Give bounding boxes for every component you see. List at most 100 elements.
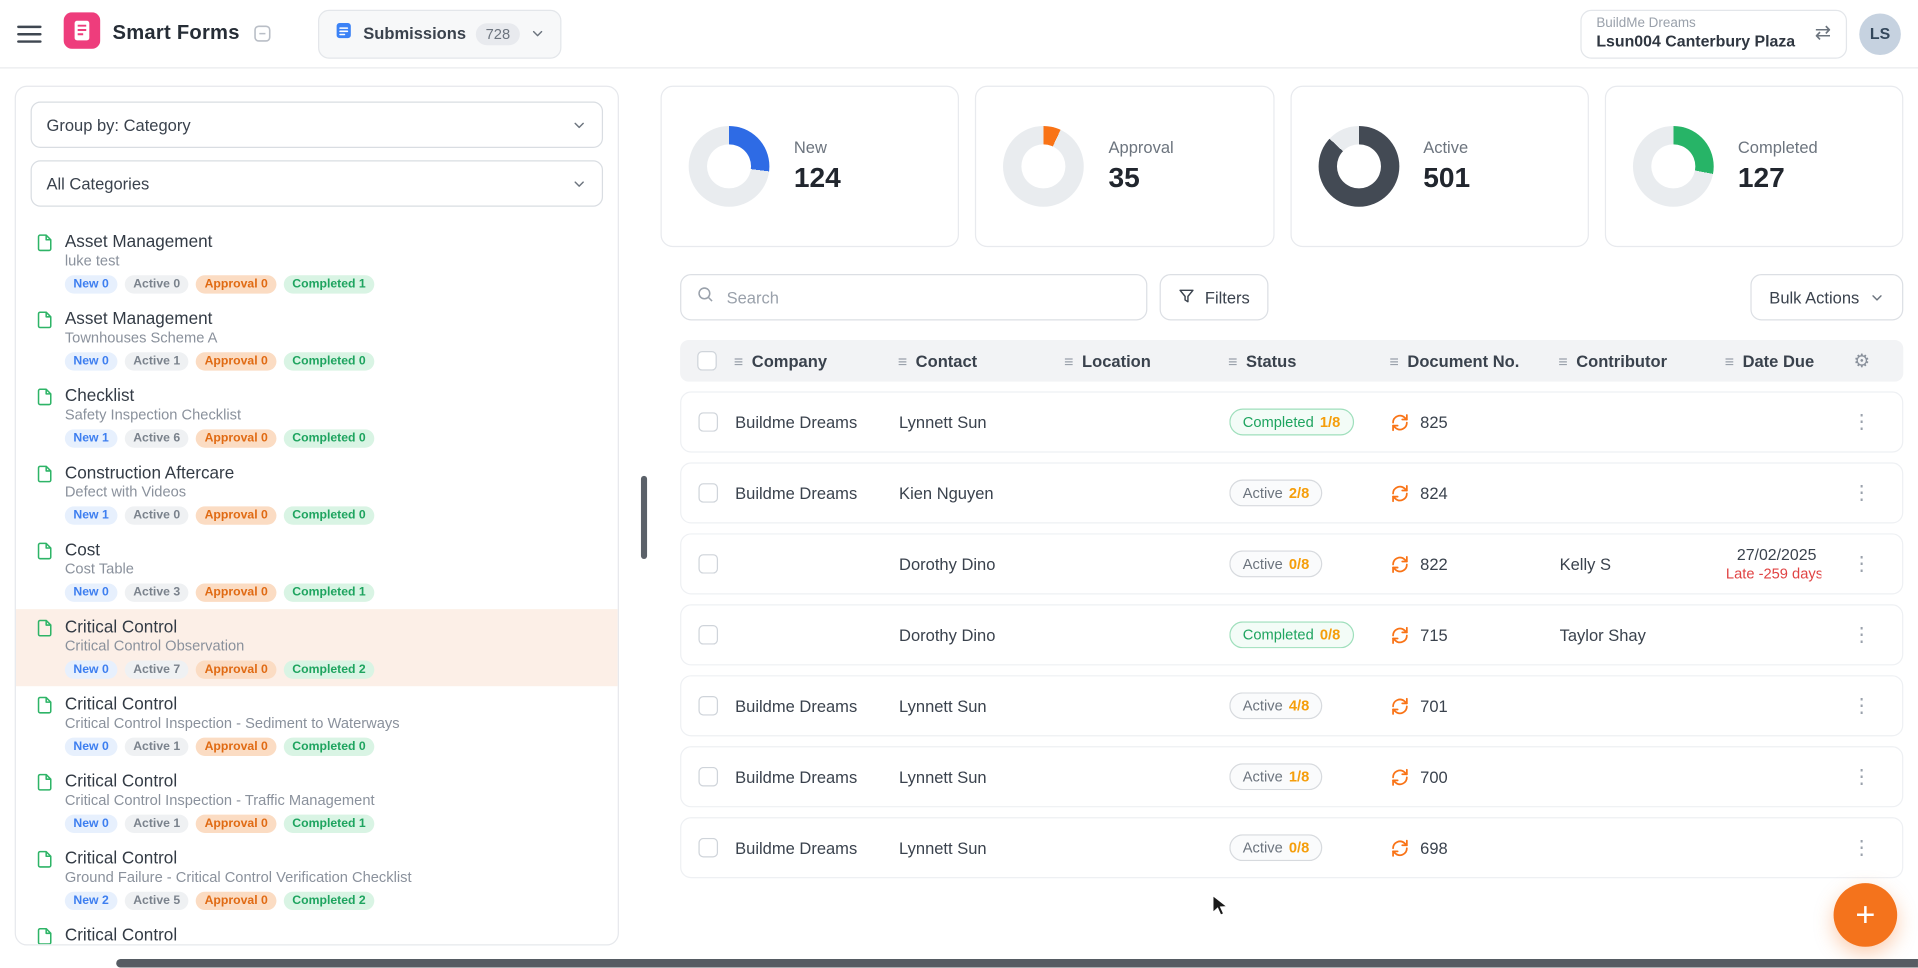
category-filter-select[interactable]: All Categories: [30, 160, 604, 207]
kebab-menu-icon[interactable]: ⋮: [1851, 696, 1872, 717]
column-header-status[interactable]: ≡ Status: [1228, 351, 1297, 371]
topbar-right: BuildMe Dreams Lsun004 Canterbury Plaza …: [1580, 9, 1901, 59]
table-row[interactable]: Buildme Dreams Lynnett Sun Active 1/8 700…: [680, 746, 1904, 808]
table-row[interactable]: Dorothy Dino Active 0/8 822 Kelly S 27/02…: [680, 533, 1904, 595]
active-count-badge: Active 1: [124, 352, 189, 371]
active-count-badge: Active 1: [124, 737, 189, 756]
row-checkbox[interactable]: [698, 625, 719, 645]
stat-label: Completed: [1737, 138, 1818, 157]
sidebar-category-item[interactable]: Cost Cost Table New 0 Active 3 Approval …: [16, 532, 618, 609]
submissions-table: ≡ Company ≡ Contact ≡ Location ≡ Status ≡ Doc…: [680, 340, 1904, 879]
contact-cell: Lynnett Sun: [899, 838, 987, 857]
new-count-badge: New 0: [64, 814, 118, 833]
search-box: [680, 273, 1148, 321]
sidebar-category-item[interactable]: Construction Aftercare Defect with Video…: [16, 455, 618, 532]
sidebar-category-item[interactable]: Critical Control Critical Control Inspec…: [16, 917, 618, 945]
kebab-menu-icon[interactable]: ⋮: [1851, 766, 1872, 788]
gear-icon[interactable]: ⚙: [1853, 351, 1870, 372]
column-header-location[interactable]: ≡ Location: [1064, 351, 1151, 371]
category-subtitle: Defect with Videos: [64, 483, 187, 501]
kebab-menu-icon[interactable]: ⋮: [1851, 412, 1872, 434]
sidebar-category-item[interactable]: Checklist Safety Inspection Checklist Ne…: [16, 378, 618, 455]
sync-icon[interactable]: [1391, 484, 1409, 502]
switch-project-icon[interactable]: ⇄: [1814, 22, 1832, 44]
table-row[interactable]: Buildme Dreams Lynnett Sun Active 4/8 701…: [680, 675, 1904, 737]
sidebar-category-item-selected[interactable]: Critical Control Critical Control Observ…: [15, 609, 618, 687]
sync-icon[interactable]: [1391, 697, 1409, 715]
info-badge-icon[interactable]: [253, 24, 271, 42]
sync-icon[interactable]: [1391, 626, 1409, 644]
column-menu-icon: ≡: [1558, 351, 1568, 371]
sidebar-category-item[interactable]: Asset Management luke test New 0 Active …: [16, 224, 618, 301]
approval-count-badge: Approval 0: [196, 891, 277, 911]
category-title: Critical Control: [64, 770, 178, 791]
row-checkbox[interactable]: [698, 483, 719, 503]
table-row[interactable]: Dorothy Dino Completed 0/8 715 Taylor Sha…: [680, 604, 1904, 666]
hamburger-menu-icon[interactable]: [17, 20, 42, 47]
approval-count-badge: Approval 0: [196, 506, 277, 525]
table-row[interactable]: Buildme Dreams Lynnett Sun Active 0/8 698…: [680, 817, 1904, 879]
stats-row: New 124 Approval 35 Active 501 Completed…: [660, 85, 1904, 248]
category-badges: New 0 Active 1 Approval 0 Completed 1: [64, 814, 375, 833]
content: Group by: Category All Categories Asset …: [0, 68, 1918, 946]
select-all-checkbox[interactable]: [697, 351, 717, 371]
module-selector[interactable]: Submissions 728: [318, 9, 562, 59]
kebab-menu-icon[interactable]: ⋮: [1851, 837, 1872, 859]
contributor-cell: Kelly S: [1559, 554, 1611, 574]
top-bar: Smart Forms Submissions 728 BuildMe Drea…: [0, 0, 1918, 69]
kebab-menu-icon[interactable]: ⋮: [1851, 554, 1872, 575]
status-badge: Active 0/8: [1229, 834, 1323, 862]
add-submission-button[interactable]: +: [1833, 883, 1898, 947]
filters-button[interactable]: Filters: [1159, 273, 1269, 321]
sidebar-category-item[interactable]: Critical Control Critical Control Inspec…: [16, 686, 618, 763]
column-header-company[interactable]: ≡ Company: [733, 351, 828, 371]
sidebar-scrollbar-thumb[interactable]: [640, 475, 648, 560]
sync-icon[interactable]: [1391, 555, 1409, 573]
submissions-icon: [334, 21, 354, 47]
kebab-menu-icon[interactable]: ⋮: [1851, 483, 1872, 504]
sidebar-category-item[interactable]: Critical Control Ground Failure - Critic…: [16, 840, 618, 917]
company-cell: Buildme Dreams: [735, 767, 858, 786]
row-checkbox[interactable]: [698, 412, 719, 432]
kebab-menu-icon[interactable]: ⋮: [1851, 625, 1872, 646]
sync-icon[interactable]: [1391, 768, 1409, 786]
column-header-contact[interactable]: ≡ Contact: [897, 351, 978, 371]
column-header-date-due[interactable]: ≡ Date Due: [1724, 351, 1815, 371]
row-checkbox[interactable]: [698, 766, 719, 787]
submissions-section: Filters Bulk Actions ≡Company ≡Contact ≡…: [661, 273, 1904, 879]
column-header-document-no[interactable]: ≡ Document No.: [1389, 351, 1520, 371]
column-header-contributor[interactable]: ≡ Contributor: [1558, 351, 1668, 371]
approval-count-badge: Approval 0: [196, 275, 277, 294]
contact-cell: Lynnett Sun: [899, 696, 987, 715]
category-title: Asset Management: [64, 308, 213, 328]
status-badge: Completed 0/8: [1229, 621, 1354, 649]
search-input[interactable]: [724, 286, 1132, 308]
table-row[interactable]: Buildme Dreams Kien Nguyen Active 2/8 824…: [680, 462, 1904, 524]
sidebar-category-item[interactable]: Critical Control Critical Control Inspec…: [16, 763, 618, 840]
completed-count-badge: Completed 0: [283, 352, 375, 371]
row-checkbox[interactable]: [698, 554, 719, 574]
row-checkbox[interactable]: [698, 696, 719, 716]
horizontal-scrollbar[interactable]: [116, 958, 1918, 968]
project-switcher[interactable]: BuildMe Dreams Lsun004 Canterbury Plaza …: [1580, 9, 1848, 59]
form-icon: [35, 311, 53, 371]
document-no-cell: 715: [1391, 626, 1560, 644]
avatar[interactable]: LS: [1859, 12, 1901, 55]
bulk-actions-button[interactable]: Bulk Actions: [1750, 273, 1904, 321]
filters-label: Filters: [1204, 288, 1250, 307]
category-subtitle: Ground Failure - Critical Control Verifi…: [64, 868, 412, 886]
sync-icon[interactable]: [1391, 413, 1409, 431]
group-by-select[interactable]: Group by: Category: [30, 101, 604, 149]
category-title: Checklist: [64, 385, 135, 405]
filter-icon: [1178, 287, 1195, 308]
row-checkbox[interactable]: [698, 837, 719, 858]
category-title: Asset Management: [64, 231, 213, 251]
sidebar-category-item[interactable]: Asset Management Townhouses Scheme A New…: [16, 301, 618, 378]
project-switcher-text: BuildMe Dreams Lsun004 Canterbury Plaza: [1596, 16, 1795, 51]
stat-label: Active: [1423, 138, 1469, 157]
completed-count-badge: Completed 0: [283, 737, 375, 756]
contact-cell: Kien Nguyen: [899, 483, 994, 503]
sync-icon[interactable]: [1391, 839, 1409, 857]
table-row[interactable]: Buildme Dreams Lynnett Sun Completed 1/8 …: [680, 391, 1904, 453]
